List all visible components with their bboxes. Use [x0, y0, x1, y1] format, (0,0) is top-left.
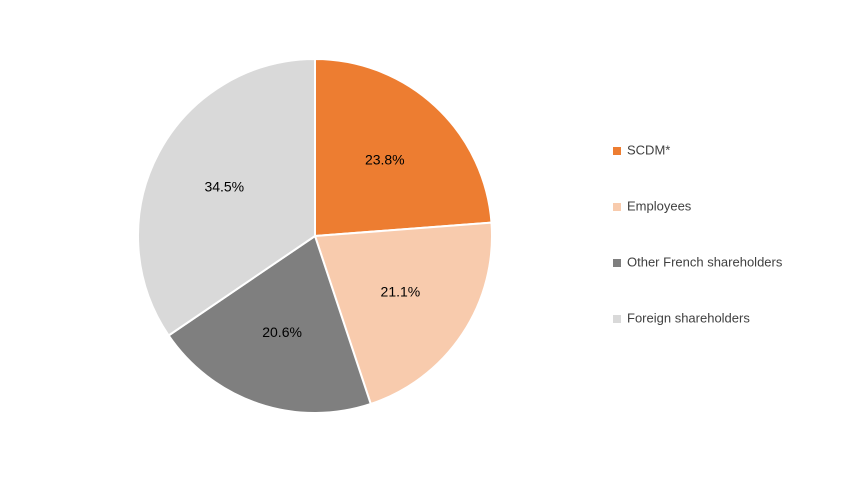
legend-swatch-other-french-shareholders — [613, 259, 621, 267]
legend-item-other-french-shareholders: Other French shareholders — [613, 254, 783, 269]
pie-slice-employees — [314, 221, 493, 405]
legend-label-other-french-shareholders: Other French shareholders — [627, 254, 783, 269]
data-label-scdm: 23.8% — [365, 151, 405, 167]
legend-swatch-scdm — [613, 147, 621, 155]
legend-swatch-employees — [613, 203, 621, 211]
legend: SCDM* Employees Other French shareholders F… — [613, 142, 783, 325]
data-label-foreign-shareholders: 34.5% — [204, 179, 244, 195]
data-label-other-french-shareholders: 20.6% — [262, 324, 302, 340]
data-label-employees: 21.1% — [381, 284, 421, 300]
pie-slices — [137, 58, 493, 414]
legend-label-employees: Employees — [627, 198, 692, 213]
legend-item-foreign-shareholders: Foreign shareholders — [613, 310, 750, 325]
legend-label-scdm: SCDM* — [627, 142, 670, 157]
legend-item-scdm: SCDM* — [613, 142, 670, 157]
pie-data-labels: 23.8% 21.1% 20.6% 34.5% — [204, 151, 420, 340]
pie-slice-scdm — [314, 58, 493, 237]
pie-slice-foreign-shareholders — [137, 58, 316, 337]
legend-swatch-foreign-shareholders — [613, 315, 621, 323]
legend-label-foreign-shareholders: Foreign shareholders — [627, 310, 750, 325]
pie-slice-other-french-shareholders — [167, 235, 372, 414]
legend-item-employees: Employees — [613, 198, 692, 213]
